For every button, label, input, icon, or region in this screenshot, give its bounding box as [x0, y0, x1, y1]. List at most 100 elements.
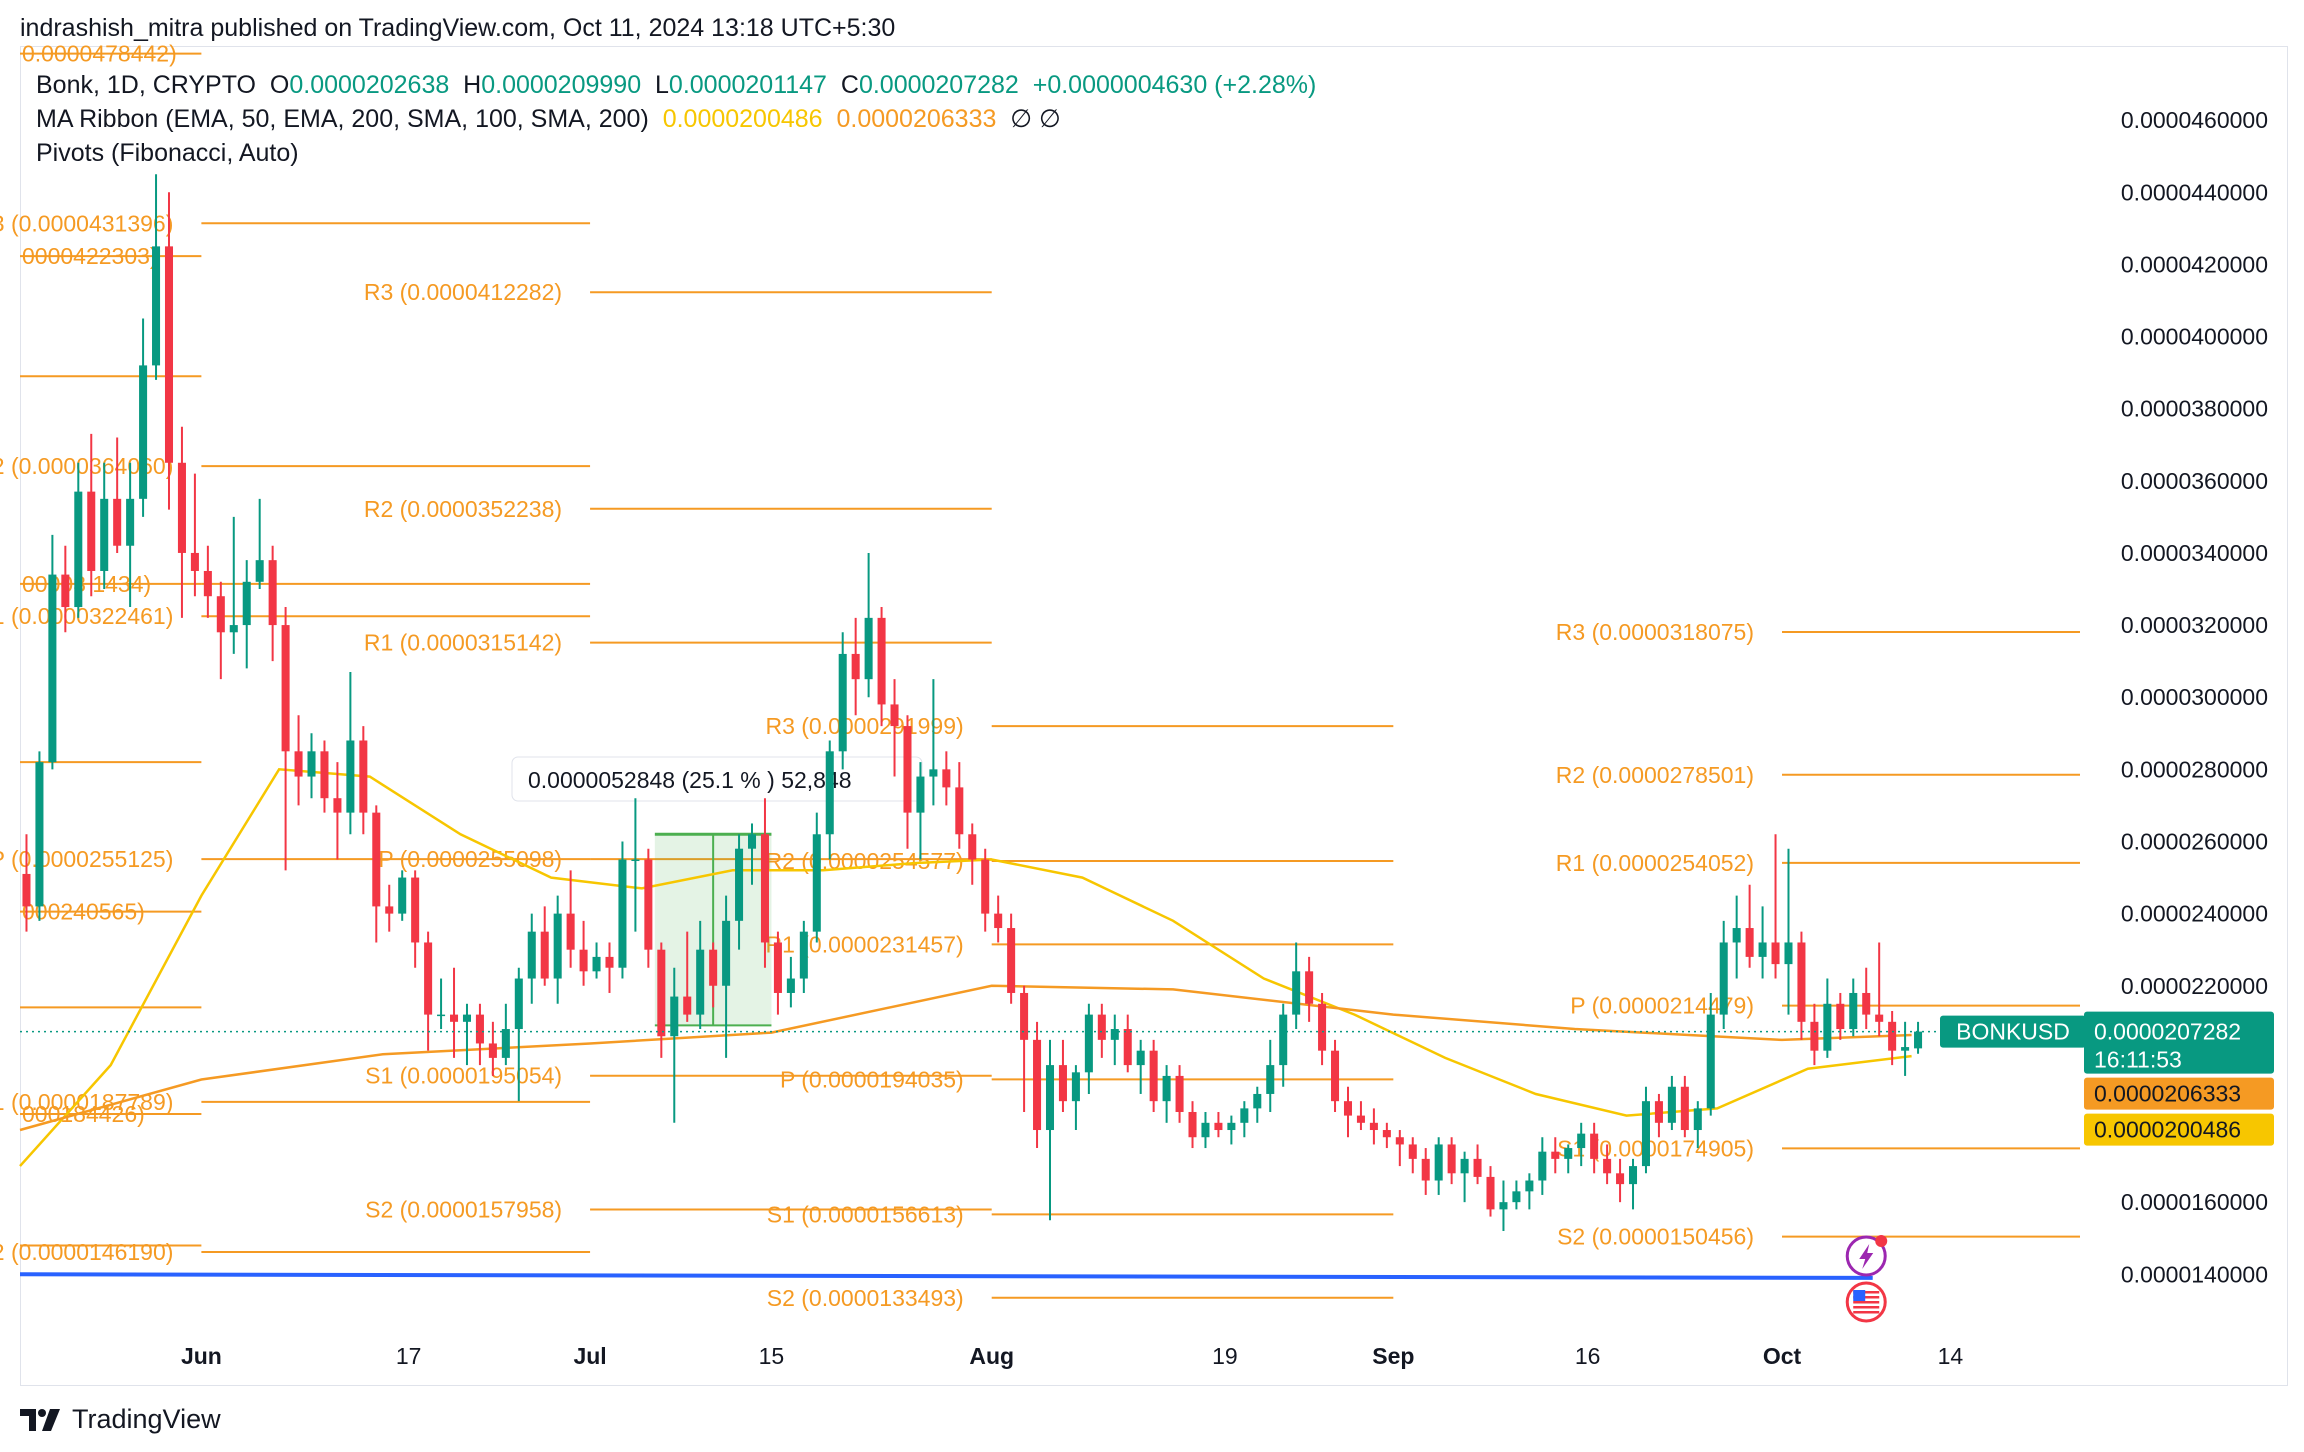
- candle[interactable]: [307, 733, 316, 799]
- candle[interactable]: [1382, 1122, 1391, 1149]
- candle[interactable]: [1888, 1011, 1897, 1066]
- chart-frame[interactable]: [20, 46, 2288, 1386]
- candle[interactable]: [1395, 1130, 1404, 1167]
- candle[interactable]: [1460, 1151, 1469, 1203]
- candle[interactable]: [903, 715, 912, 849]
- candle[interactable]: [1616, 1158, 1625, 1203]
- candle[interactable]: [1564, 1144, 1573, 1174]
- candle[interactable]: [1745, 884, 1754, 968]
- candle[interactable]: [605, 942, 614, 993]
- candle[interactable]: [1356, 1101, 1365, 1131]
- candle[interactable]: [1447, 1137, 1456, 1185]
- candle[interactable]: [1577, 1122, 1586, 1167]
- candle[interactable]: [372, 805, 381, 943]
- candle[interactable]: [1058, 1039, 1067, 1112]
- candle[interactable]: [501, 1003, 510, 1066]
- candle[interactable]: [1875, 942, 1884, 1037]
- candle[interactable]: [1253, 1086, 1262, 1123]
- candle[interactable]: [100, 462, 109, 590]
- candle[interactable]: [1097, 1003, 1106, 1058]
- candle[interactable]: [1007, 913, 1016, 1004]
- candle[interactable]: [994, 895, 1003, 943]
- candle[interactable]: [268, 545, 277, 662]
- candle[interactable]: [735, 834, 744, 950]
- lightning-event-icon[interactable]: [1845, 1235, 1888, 1277]
- candle[interactable]: [527, 913, 536, 1004]
- candle[interactable]: [1162, 1065, 1171, 1123]
- candle[interactable]: [1654, 1093, 1663, 1138]
- candle[interactable]: [1201, 1111, 1210, 1149]
- candle[interactable]: [281, 607, 290, 871]
- candle[interactable]: [955, 762, 964, 849]
- candle[interactable]: [1823, 978, 1832, 1058]
- candle[interactable]: [1292, 942, 1301, 1030]
- candle[interactable]: [1136, 1039, 1145, 1094]
- candle[interactable]: [164, 192, 174, 510]
- candle[interactable]: [553, 895, 562, 1004]
- candle[interactable]: [126, 462, 135, 608]
- candle[interactable]: [1486, 1166, 1495, 1217]
- candle[interactable]: [773, 931, 782, 1015]
- candle[interactable]: [177, 426, 186, 618]
- ma-price-tag[interactable]: [2084, 1077, 2274, 1110]
- candle[interactable]: [916, 762, 925, 860]
- candle[interactable]: [475, 1003, 484, 1066]
- candle[interactable]: [981, 848, 990, 932]
- candle[interactable]: [424, 931, 433, 1051]
- candle[interactable]: [1473, 1144, 1482, 1185]
- candle[interactable]: [320, 740, 329, 813]
- candle[interactable]: [437, 978, 446, 1030]
- candle[interactable]: [722, 895, 731, 1058]
- ma-price-tag[interactable]: [2084, 1113, 2274, 1146]
- candle[interactable]: [1434, 1137, 1443, 1195]
- candle[interactable]: [22, 834, 31, 932]
- candle[interactable]: [514, 967, 523, 1102]
- us-flag-event-icon[interactable]: [1845, 1281, 1887, 1323]
- candle[interactable]: [1421, 1148, 1430, 1195]
- legend-pivots-row[interactable]: Pivots (Fibonacci, Auto): [36, 136, 1316, 170]
- candle[interactable]: [1862, 967, 1871, 1030]
- candle[interactable]: [1343, 1086, 1353, 1138]
- candle[interactable]: [696, 920, 705, 1030]
- candle[interactable]: [346, 671, 355, 835]
- candle[interactable]: [203, 545, 212, 618]
- candle[interactable]: [1331, 1039, 1340, 1112]
- candle[interactable]: [411, 870, 420, 968]
- candle[interactable]: [398, 870, 407, 921]
- candle[interactable]: [1045, 1039, 1055, 1221]
- candle[interactable]: [333, 762, 342, 860]
- candle[interactable]: [1771, 834, 1780, 979]
- candle[interactable]: [1538, 1137, 1547, 1195]
- ema50-line[interactable]: [19, 767, 1912, 1167]
- candle[interactable]: [799, 920, 808, 993]
- candle[interactable]: [255, 498, 264, 590]
- last-price-tag[interactable]: [2084, 1011, 2274, 1074]
- candle[interactable]: [1188, 1101, 1197, 1149]
- candle[interactable]: [1849, 978, 1858, 1037]
- candle[interactable]: [1512, 1180, 1521, 1210]
- candle[interactable]: [1784, 848, 1793, 1015]
- candle[interactable]: [1706, 992, 1715, 1116]
- candle[interactable]: [812, 812, 821, 943]
- candle[interactable]: [1305, 956, 1314, 1022]
- candle[interactable]: [1551, 1137, 1560, 1174]
- candle[interactable]: [1369, 1108, 1378, 1145]
- candle[interactable]: [1240, 1101, 1249, 1138]
- candle[interactable]: [1525, 1173, 1534, 1210]
- candle[interactable]: [760, 798, 769, 968]
- tradingview-logo-icon[interactable]: [20, 1407, 62, 1433]
- legend-ma-row[interactable]: MA Ribbon (EMA, 50, EMA, 200, SMA, 100, …: [36, 102, 1316, 136]
- candle[interactable]: [1590, 1122, 1599, 1174]
- candle[interactable]: [1071, 1065, 1080, 1131]
- candle[interactable]: [825, 740, 834, 860]
- candle[interactable]: [1810, 1003, 1819, 1066]
- candle[interactable]: [1266, 1039, 1275, 1112]
- candle[interactable]: [1175, 1065, 1184, 1123]
- candle[interactable]: [35, 751, 44, 921]
- candle[interactable]: [48, 534, 57, 770]
- candle[interactable]: [683, 931, 692, 1022]
- candle[interactable]: [786, 956, 795, 1008]
- candle[interactable]: [1901, 1021, 1910, 1076]
- candle[interactable]: [242, 560, 251, 669]
- candle[interactable]: [592, 942, 601, 979]
